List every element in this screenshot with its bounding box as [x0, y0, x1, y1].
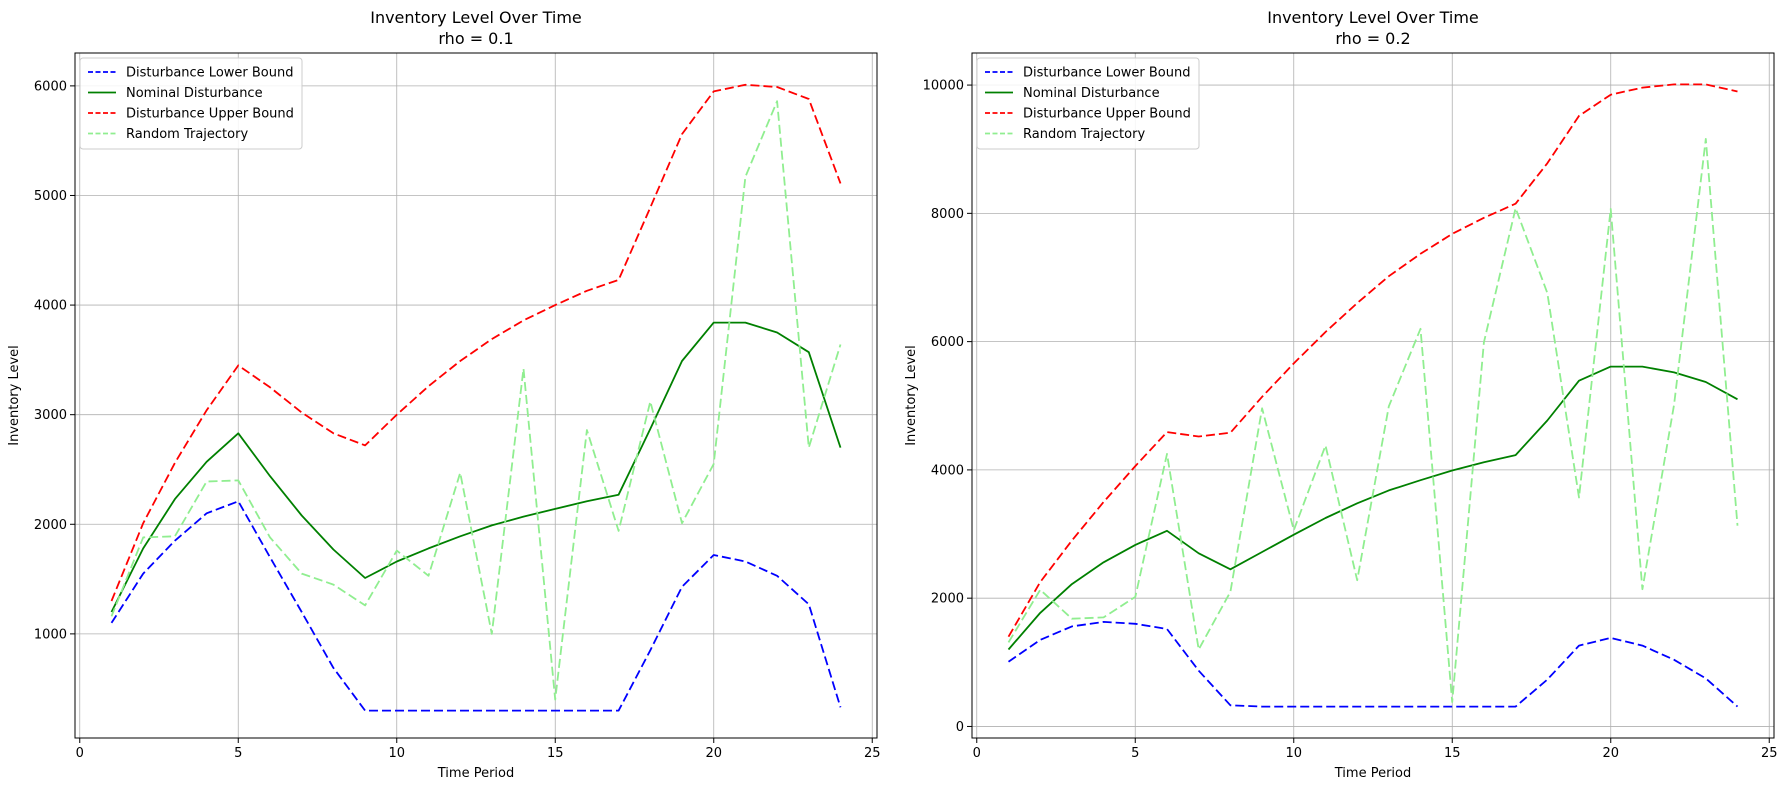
y-axis-ticks: 0 2000 4000 6000 8000 10000 — [923, 79, 972, 735]
chart-panel-rho-0-2: 0 5 10 15 20 25 0 2000 4000 6000 8000 10000 Invent… — [904, 8, 1778, 781]
y-tick-label: 5000 — [34, 189, 67, 204]
series-line-disturbance-lower-bound — [110, 500, 842, 712]
y-tick-label: 4000 — [34, 299, 67, 314]
x-tick-label: 0 — [76, 746, 84, 761]
y-tick-label: 4000 — [931, 463, 964, 478]
legend-entry-label: Random Trajectory — [1023, 127, 1145, 142]
legend-entry-label: Disturbance Upper Bound — [126, 107, 294, 122]
y-tick-label: 2000 — [931, 592, 964, 607]
x-tick-label: 5 — [234, 746, 242, 761]
plot-lines — [110, 83, 842, 712]
legend-box — [79, 57, 303, 150]
legend-entry-label: Nominal Disturbance — [126, 86, 263, 101]
series-line-random-trajectory — [110, 100, 842, 701]
chart-subtitle: rho = 0.2 — [1335, 29, 1410, 48]
y-tick-label: 1000 — [34, 627, 67, 642]
y-tick-label: 10000 — [923, 79, 964, 94]
x-tick-label: 5 — [1131, 746, 1139, 761]
legend-entry-label: Disturbance Lower Bound — [1023, 66, 1191, 81]
legend: Disturbance Lower Bound Nominal Disturban… — [976, 57, 1200, 150]
x-tick-label: 25 — [1761, 746, 1778, 761]
plot-area-frame — [971, 52, 1775, 739]
y-tick-label: 3000 — [34, 408, 67, 423]
x-tick-label: 10 — [388, 746, 405, 761]
x-tick-label: 20 — [705, 746, 722, 761]
x-axis-label: Time Period — [1334, 766, 1411, 781]
x-axis-ticks: 0 5 10 15 20 25 — [973, 738, 1778, 761]
y-tick-label: 0 — [956, 720, 964, 735]
plot-lines — [1007, 83, 1739, 708]
legend-box — [976, 57, 1200, 150]
x-axis-label: Time Period — [437, 766, 514, 781]
legend-entry-label: Disturbance Upper Bound — [1023, 107, 1191, 122]
y-tick-label: 6000 — [34, 79, 67, 94]
x-tick-label: 10 — [1285, 746, 1302, 761]
series-line-disturbance-lower-bound — [1007, 621, 1739, 708]
y-tick-label: 6000 — [931, 335, 964, 350]
x-tick-label: 15 — [547, 746, 564, 761]
chart-panel-rho-0-1: 0 5 10 15 20 25 1000 2000 3000 4000 5000 6000 Inve… — [7, 8, 881, 781]
y-axis-label: Inventory Level — [7, 345, 22, 446]
chart-subtitle: rho = 0.1 — [438, 29, 513, 48]
y-axis-label: Inventory Level — [904, 345, 919, 446]
x-tick-label: 25 — [864, 746, 881, 761]
x-axis-ticks: 0 5 10 15 20 25 — [76, 738, 881, 761]
x-tick-label: 0 — [973, 746, 981, 761]
chart-title: Inventory Level Over Time — [370, 8, 582, 27]
legend-entry-label: Disturbance Lower Bound — [126, 66, 294, 81]
legend-entry-label: Nominal Disturbance — [1023, 86, 1160, 101]
plot-area-frame — [74, 52, 878, 739]
legend: Disturbance Lower Bound Nominal Disturban… — [79, 57, 303, 150]
x-tick-label: 20 — [1602, 746, 1619, 761]
y-axis-ticks: 1000 2000 3000 4000 5000 6000 — [34, 79, 75, 642]
y-tick-label: 2000 — [34, 518, 67, 533]
legend-entry-label: Random Trajectory — [126, 127, 248, 142]
series-line-disturbance-upper-bound — [1007, 83, 1738, 638]
y-tick-label: 8000 — [931, 207, 964, 222]
chart-title: Inventory Level Over Time — [1267, 8, 1479, 27]
x-tick-label: 15 — [1444, 746, 1461, 761]
series-line-random-trajectory — [1007, 137, 1739, 703]
series-line-disturbance-upper-bound — [110, 83, 842, 602]
series-line-nominal-disturbance — [110, 321, 842, 613]
